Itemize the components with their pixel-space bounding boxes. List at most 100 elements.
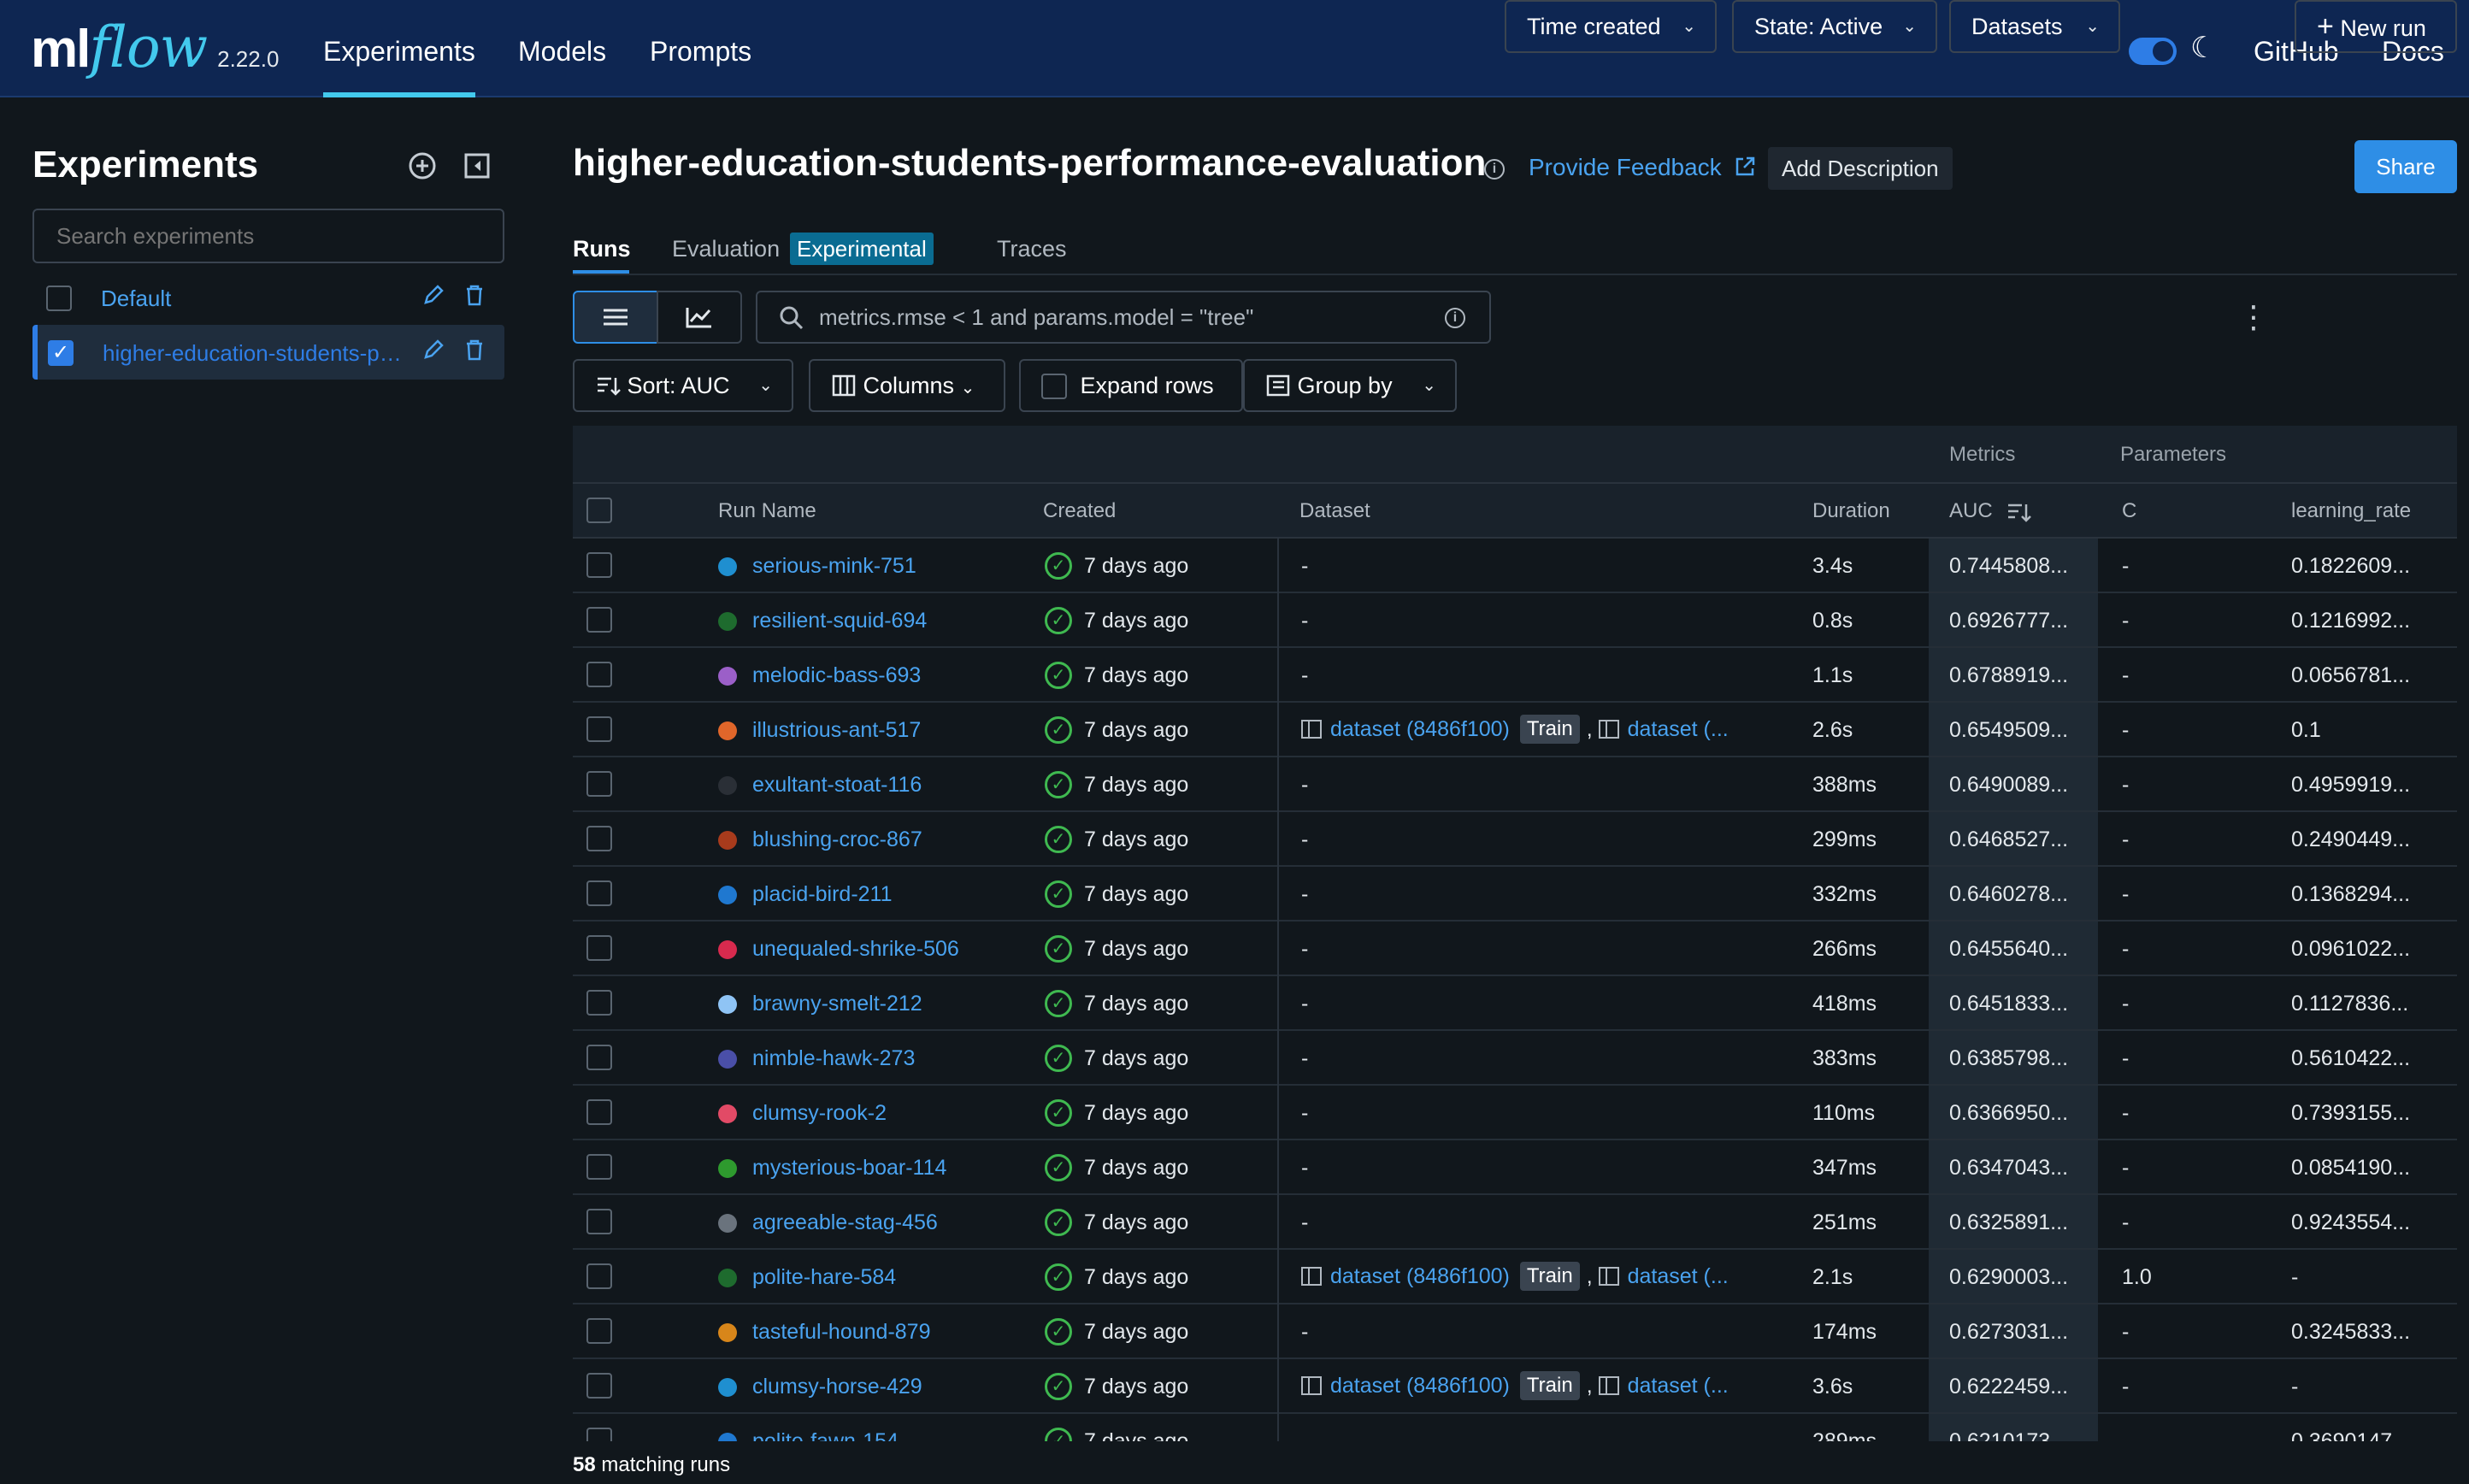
- columns-dropdown[interactable]: Columns ⌄: [809, 359, 1005, 412]
- row-checkbox[interactable]: [586, 716, 612, 742]
- nav-prompts[interactable]: Prompts: [650, 36, 752, 67]
- table-row[interactable]: tasteful-hound-879 ✓ 7 days ago - 174ms 0.627…: [573, 1304, 2457, 1359]
- experiment-item-default[interactable]: Default: [32, 270, 504, 325]
- sort-dropdown[interactable]: Sort: AUC ⌄: [573, 359, 793, 412]
- mlflow-logo[interactable]: ml flow 2.22.0: [31, 12, 279, 84]
- sort-descending-icon[interactable]: [2006, 499, 2031, 525]
- more-options-icon[interactable]: ⋮: [2238, 299, 2269, 334]
- run-color-dot[interactable]: [718, 1104, 737, 1123]
- row-checkbox[interactable]: [586, 935, 612, 961]
- run-name-link[interactable]: nimble-hawk-273: [752, 1046, 916, 1070]
- row-checkbox[interactable]: [586, 1045, 612, 1070]
- provide-feedback-link[interactable]: Provide Feedback: [1529, 154, 1757, 181]
- table-row[interactable]: resilient-squid-694 ✓ 7 days ago - 0.8s 0.692…: [573, 593, 2457, 648]
- table-row[interactable]: polite-hare-584 ✓ 7 days ago dataset (8486f…: [573, 1250, 2457, 1304]
- table-row[interactable]: serious-mink-751 ✓ 7 days ago - 3.4s 0.744580…: [573, 539, 2457, 593]
- time-created-dropdown[interactable]: Time created ⌄: [1505, 0, 1717, 53]
- tab-traces[interactable]: Traces: [997, 236, 1067, 262]
- run-color-dot[interactable]: [718, 557, 737, 576]
- header-run-name[interactable]: Run Name: [718, 499, 816, 522]
- trash-icon[interactable]: [462, 282, 487, 315]
- run-name-link[interactable]: unequaled-shrike-506: [752, 937, 959, 961]
- experiment-label[interactable]: Default: [101, 286, 172, 311]
- row-checkbox[interactable]: [586, 1263, 612, 1289]
- dataset-link[interactable]: dataset (8486f100): [1330, 1263, 1510, 1288]
- run-color-dot[interactable]: [718, 1050, 737, 1069]
- run-name-link[interactable]: serious-mink-751: [752, 554, 916, 578]
- row-checkbox[interactable]: [586, 1318, 612, 1344]
- row-checkbox[interactable]: [586, 1428, 612, 1441]
- table-row[interactable]: blushing-croc-867 ✓ 7 days ago - 299ms 0.6468…: [573, 812, 2457, 867]
- chart-view-button[interactable]: [657, 291, 742, 344]
- run-name-link[interactable]: clumsy-rook-2: [752, 1101, 887, 1125]
- state-dropdown[interactable]: State: Active ⌄: [1732, 0, 1937, 53]
- run-color-dot[interactable]: [718, 612, 737, 631]
- experiment-label[interactable]: higher-education-students-performance-ev…: [103, 340, 402, 366]
- nav-experiments[interactable]: Experiments: [323, 0, 475, 97]
- run-color-dot[interactable]: [718, 831, 737, 850]
- dataset-link[interactable]: dataset (...: [1627, 716, 1729, 741]
- run-color-dot[interactable]: [718, 776, 737, 795]
- run-color-dot[interactable]: [718, 721, 737, 740]
- run-name-link[interactable]: blushing-croc-867: [752, 827, 922, 851]
- experiment-checkbox[interactable]: [46, 286, 72, 311]
- run-color-dot[interactable]: [718, 667, 737, 686]
- table-row[interactable]: polite-fawn-154 ✓ 7 days ago - 289ms 0.621017…: [573, 1414, 2457, 1441]
- share-button[interactable]: Share: [2354, 140, 2457, 193]
- header-learning-rate[interactable]: learning_rate: [2291, 499, 2412, 522]
- new-run-button[interactable]: + New run: [2295, 0, 2457, 53]
- header-dataset[interactable]: Dataset: [1299, 499, 1370, 522]
- dataset-link[interactable]: dataset (8486f100): [1330, 1373, 1510, 1398]
- collapse-sidebar-button[interactable]: [460, 150, 494, 185]
- datasets-dropdown[interactable]: Datasets ⌄: [1949, 0, 2120, 53]
- table-row[interactable]: placid-bird-211 ✓ 7 days ago - 332ms 0.646027…: [573, 867, 2457, 922]
- experiment-checkbox-checked[interactable]: ✓: [48, 340, 74, 366]
- run-name-link[interactable]: mysterious-boar-114: [752, 1156, 947, 1180]
- row-checkbox[interactable]: [586, 607, 612, 633]
- table-row[interactable]: melodic-bass-693 ✓ 7 days ago - 1.1s 0.678891…: [573, 648, 2457, 703]
- tab-runs[interactable]: Runs: [573, 236, 631, 262]
- theme-toggle[interactable]: [2129, 38, 2177, 65]
- table-row[interactable]: nimble-hawk-273 ✓ 7 days ago - 383ms 0.638579…: [573, 1031, 2457, 1086]
- row-checkbox[interactable]: [586, 990, 612, 1016]
- run-name-link[interactable]: polite-hare-584: [752, 1265, 897, 1289]
- header-c[interactable]: C: [2122, 499, 2137, 522]
- run-color-dot[interactable]: [718, 995, 737, 1014]
- table-view-button[interactable]: [573, 291, 658, 344]
- run-color-dot[interactable]: [718, 940, 737, 959]
- row-checkbox[interactable]: [586, 771, 612, 797]
- dataset-link[interactable]: dataset (...: [1627, 1373, 1729, 1398]
- experiment-item-selected[interactable]: ✓ higher-education-students-performance-…: [32, 325, 504, 380]
- header-created[interactable]: Created: [1043, 499, 1117, 522]
- run-name-link[interactable]: agreeable-stag-456: [752, 1210, 938, 1234]
- row-checkbox[interactable]: [586, 1099, 612, 1125]
- header-duration[interactable]: Duration: [1812, 499, 1890, 522]
- table-row[interactable]: clumsy-rook-2 ✓ 7 days ago - 110ms 0.6366950.…: [573, 1086, 2457, 1140]
- run-name-link[interactable]: polite-fawn-154: [752, 1429, 899, 1441]
- create-experiment-button[interactable]: [405, 150, 439, 185]
- expand-rows-toggle[interactable]: Expand rows: [1019, 359, 1243, 412]
- run-name-link[interactable]: resilient-squid-694: [752, 609, 928, 633]
- run-color-dot[interactable]: [718, 886, 737, 904]
- table-row[interactable]: agreeable-stag-456 ✓ 7 days ago - 251ms 0.632…: [573, 1195, 2457, 1250]
- group-by-dropdown[interactable]: Group by ⌄: [1243, 359, 1457, 412]
- table-row[interactable]: exultant-stoat-116 ✓ 7 days ago - 388ms 0.649…: [573, 757, 2457, 812]
- edit-icon[interactable]: [421, 337, 446, 369]
- run-color-dot[interactable]: [718, 1214, 737, 1233]
- tab-evaluation[interactable]: Evaluation: [672, 236, 781, 262]
- search-syntax-info-icon[interactable]: i: [1445, 308, 1465, 328]
- select-all-checkbox[interactable]: [586, 498, 612, 523]
- run-search-input[interactable]: metrics.rmse < 1 and params.model = "tre…: [756, 291, 1491, 344]
- run-name-link[interactable]: exultant-stoat-116: [752, 773, 922, 797]
- row-checkbox[interactable]: [586, 826, 612, 851]
- expand-rows-checkbox[interactable]: [1041, 374, 1067, 399]
- run-name-link[interactable]: illustrious-ant-517: [752, 718, 922, 742]
- run-color-dot[interactable]: [718, 1433, 737, 1441]
- table-row[interactable]: brawny-smelt-212 ✓ 7 days ago - 418ms 0.64518…: [573, 976, 2457, 1031]
- table-row[interactable]: illustrious-ant-517 ✓ 7 days ago dataset (8…: [573, 703, 2457, 757]
- run-name-link[interactable]: tasteful-hound-879: [752, 1320, 931, 1344]
- dataset-link[interactable]: dataset (8486f100): [1330, 716, 1510, 741]
- info-icon[interactable]: i: [1484, 159, 1505, 180]
- run-color-dot[interactable]: [718, 1159, 737, 1178]
- run-name-link[interactable]: placid-bird-211: [752, 882, 893, 906]
